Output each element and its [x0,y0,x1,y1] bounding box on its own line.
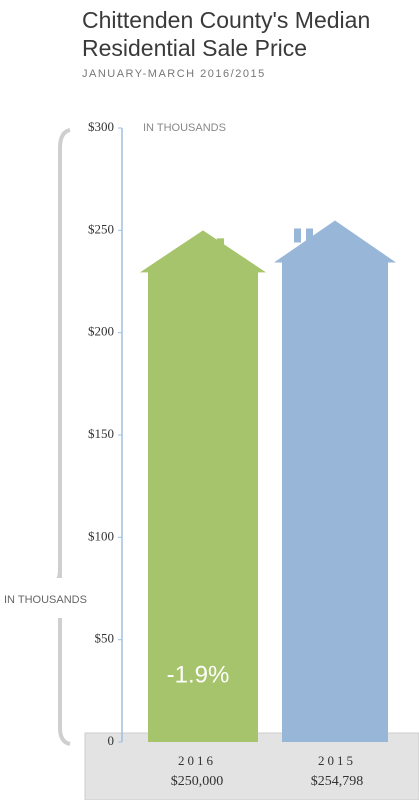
chart-title: Residential Sale Price [82,35,307,61]
bracket-gap [40,578,70,618]
chimney [306,228,313,243]
value-label: $250,000 [171,774,224,789]
x-tick-label: 2015 [318,753,356,768]
y-tick-label: $200 [88,324,114,339]
bracket [51,128,71,746]
y-tick-label: $150 [88,426,114,441]
annotation: -1.9% [167,661,230,688]
y-tick-label: $300 [88,119,114,134]
unit-label: IN THOUSANDS [4,594,87,606]
house-bar [274,220,396,742]
chart-subtitle: JANUARY-MARCH 2016/2015 [82,68,266,80]
footer-box [84,732,419,800]
chimney [294,228,301,243]
y-tick-label: $50 [95,631,115,646]
unit-label: IN THOUSANDS [143,122,226,134]
y-tick-label: $250 [88,221,114,236]
chart-title: Chittenden County's Median [82,7,370,33]
chimney [217,238,224,253]
value-label: $254,798 [311,774,364,789]
house-bar [140,230,266,743]
y-tick-label: $100 [88,528,114,543]
y-tick-label: 0 [108,733,115,748]
x-tick-label: 2016 [178,753,216,768]
